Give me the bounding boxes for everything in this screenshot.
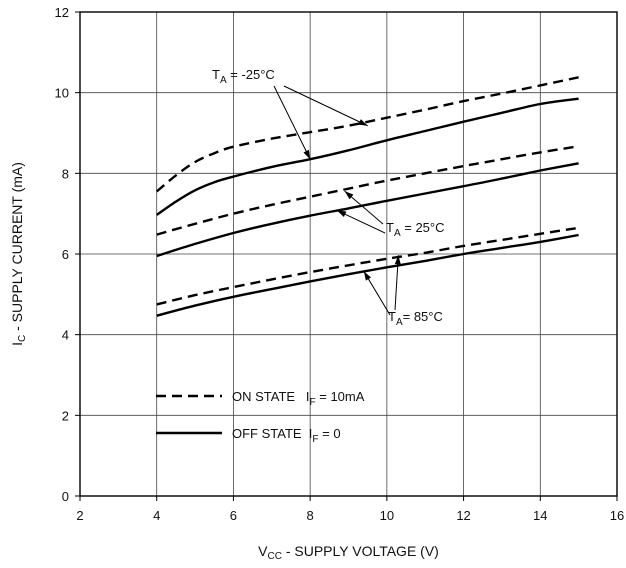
- y-tick-label-3: 6: [62, 247, 69, 262]
- x-tick-label-5: 12: [456, 508, 470, 523]
- series-line-1-solid: [156, 97, 579, 216]
- x-tick-label-7: 16: [610, 508, 624, 523]
- leader-line-4: [394, 255, 399, 311]
- arrowhead-1: [303, 149, 311, 160]
- series-line-2-dashed: [156, 145, 579, 236]
- x-tick-label-0: 2: [76, 508, 83, 523]
- y-axis-label: IC - SUPPLY CURRENT (mA): [9, 162, 28, 346]
- arrowhead-4: [394, 255, 401, 265]
- annotations: TA = -25°C TA = 25°C TA= 85°C: [212, 67, 445, 328]
- series-lines: [155, 76, 579, 317]
- annotation-ta-85: TA= 85°C: [388, 309, 443, 328]
- leader-line-1: [273, 85, 311, 160]
- annotation-ta-25: TA = 25°C: [386, 220, 445, 239]
- annotation-ta-minus25: TA = -25°C: [212, 67, 275, 86]
- y-tick-label-1: 2: [62, 408, 69, 423]
- arrowhead-5: [363, 271, 372, 281]
- x-tick-label-2: 6: [230, 508, 237, 523]
- arrowhead-3: [336, 210, 347, 217]
- x-tick-label-4: 10: [380, 508, 394, 523]
- legend: ON STATE IF = 10mA OFF STATE IF = 0: [156, 389, 365, 445]
- y-tick-label-4: 8: [62, 166, 69, 181]
- x-tick-label-1: 4: [153, 508, 160, 523]
- legend-label-off-state: OFF STATE IF = 0: [232, 426, 341, 445]
- series-line-5-solid: [156, 233, 579, 317]
- legend-label-on-state: ON STATE IF = 10mA: [232, 389, 365, 408]
- arrowhead-2: [344, 191, 354, 200]
- leader-line-0: [283, 85, 368, 127]
- y-tick-label-5: 10: [55, 86, 69, 101]
- x-tick-label-3: 8: [307, 508, 314, 523]
- series-line-0-dashed: [155, 76, 579, 193]
- y-tick-label-6: 12: [55, 5, 69, 20]
- y-tick-label-2: 4: [62, 328, 69, 343]
- x-tick-label-6: 14: [533, 508, 547, 523]
- arrowhead-0: [358, 119, 368, 126]
- series-line-4-dashed: [156, 226, 579, 306]
- y-tick-label-0: 0: [62, 489, 69, 504]
- annotation-arrows: [273, 85, 401, 316]
- x-axis-label: VCC - SUPPLY VOLTAGE (V): [258, 543, 439, 562]
- series-line-3-solid: [156, 162, 579, 258]
